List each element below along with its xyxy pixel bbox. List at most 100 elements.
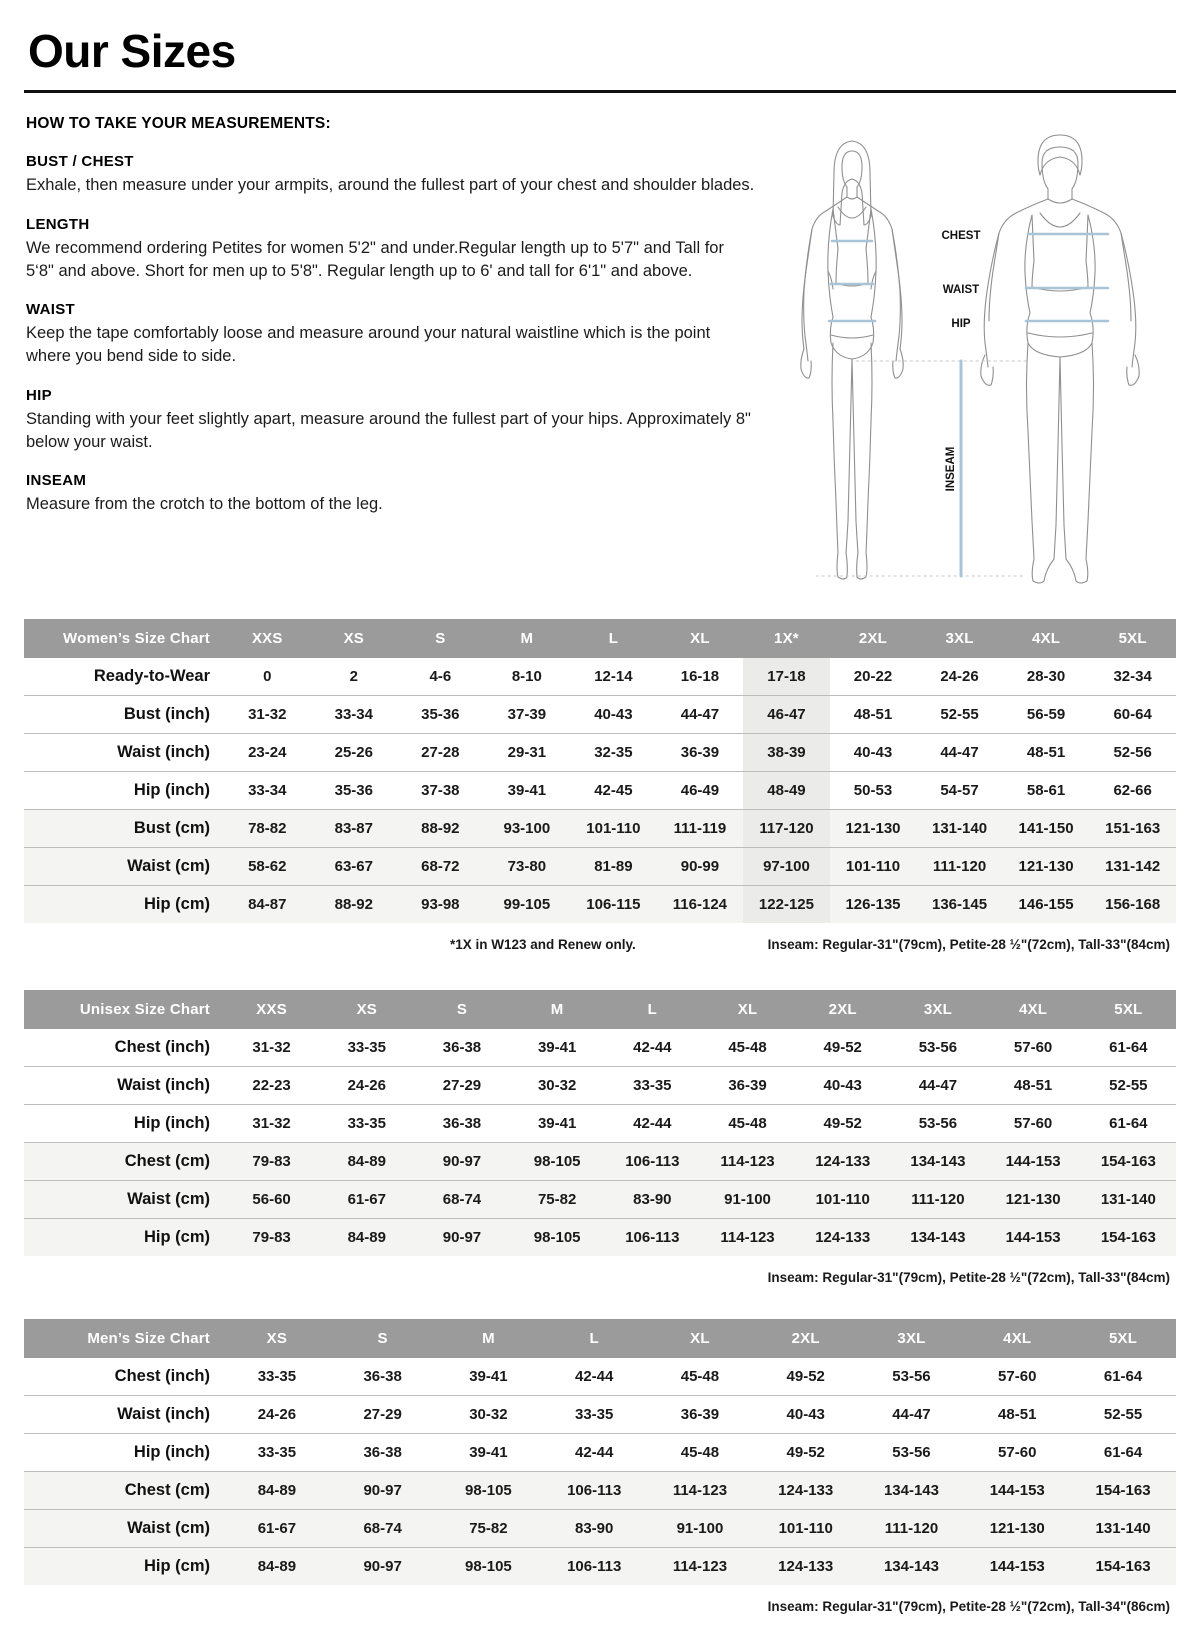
table-header-row: Women’s Size Chart XXS XS S M L XL 1X* 2XL 3XL 4XL… xyxy=(24,619,1176,658)
table-cell: 61-67 xyxy=(224,1509,330,1548)
table-cell: 42-44 xyxy=(541,1358,648,1396)
column-header-4xl: 4XL xyxy=(964,1319,1071,1358)
table-cell: 44-47 xyxy=(656,695,744,734)
column-header-m: M xyxy=(509,990,605,1029)
table-cell: 68-74 xyxy=(414,1180,510,1219)
section-heading: BUST / CHEST xyxy=(26,153,134,170)
table-cell: 44-47 xyxy=(916,733,1003,772)
table-cell: 101-110 xyxy=(570,809,657,848)
row-label: Bust (inch) xyxy=(24,695,224,734)
table-cell: 134-143 xyxy=(858,1547,965,1585)
table-cell: 90-97 xyxy=(329,1547,436,1585)
table-cell: 40-43 xyxy=(795,1066,891,1105)
table-cell: 84-89 xyxy=(319,1142,415,1181)
inseam-guide-lines xyxy=(815,360,1027,577)
column-header-s: S xyxy=(329,1319,436,1358)
table-cell: 54-57 xyxy=(916,771,1003,810)
measure-section-hip: HIP Standing with your feet slightly apa… xyxy=(26,387,776,454)
table-header-row: Unisex Size Chart XXS XS S M L XL 2XL 3XL 4XL 5XL xyxy=(24,990,1176,1029)
column-header-l: L xyxy=(604,990,700,1029)
table-cell: 111-120 xyxy=(858,1509,965,1548)
table-cell: 97-100 xyxy=(743,847,830,886)
row-label: Waist (cm) xyxy=(24,1180,224,1219)
table-cell: 29-31 xyxy=(483,733,571,772)
female-body-outline xyxy=(800,140,904,580)
column-header-4xl: 4XL xyxy=(985,990,1081,1029)
table-cell: 136-145 xyxy=(916,885,1003,923)
table-cell: 151-163 xyxy=(1089,809,1176,848)
table-row: Chest (inch) 33-35 36-38 39-41 42-44 45-48 49-… xyxy=(24,1358,1176,1396)
table-cell: 101-110 xyxy=(752,1509,859,1548)
table-cell: 131-140 xyxy=(1080,1180,1176,1219)
table-cell: 49-52 xyxy=(795,1029,891,1067)
row-label: Hip (inch) xyxy=(24,1433,224,1472)
column-header-xl: XL xyxy=(656,619,744,658)
footnote-1x-note: *1X in W123 and Renew only. xyxy=(450,937,636,952)
unisex-size-chart-table: Unisex Size Chart XXS XS S M L XL 2XL 3XL 4XL 5XL … xyxy=(24,990,1176,1256)
measure-section-bust: BUST / CHEST Exhale, then measure under … xyxy=(26,153,776,197)
column-header-xxs: XXS xyxy=(224,619,311,658)
table-cell: 146-155 xyxy=(1002,885,1090,923)
table-cell: 131-140 xyxy=(1070,1509,1176,1548)
table-cell: 144-153 xyxy=(964,1547,1071,1585)
page-title: Our Sizes xyxy=(28,25,236,77)
table-cell: 42-45 xyxy=(570,771,657,810)
table-cell: 114-123 xyxy=(647,1547,753,1585)
table-cell: 121-130 xyxy=(829,809,917,848)
table-cell: 144-153 xyxy=(985,1142,1081,1181)
column-header-5xl: 5XL xyxy=(1080,990,1176,1029)
table-cell: 36-39 xyxy=(647,1395,753,1434)
table-cell: 33-35 xyxy=(319,1104,415,1143)
table-cell: 114-123 xyxy=(699,1218,796,1256)
table-cell: 36-39 xyxy=(656,733,744,772)
table-cell: 61-64 xyxy=(1070,1358,1176,1396)
column-header-2xl: 2XL xyxy=(752,1319,859,1358)
table-cell: 111-120 xyxy=(890,1180,986,1219)
table-cell: 27-29 xyxy=(329,1395,436,1434)
table-cell: 52-55 xyxy=(916,695,1003,734)
column-header-xxs: XXS xyxy=(224,990,320,1029)
table-cell: 45-48 xyxy=(647,1358,753,1396)
table-cell: 121-130 xyxy=(1002,847,1090,886)
table-cell: 40-43 xyxy=(570,695,657,734)
table-cell: 49-52 xyxy=(752,1358,859,1396)
column-header-l: L xyxy=(570,619,657,658)
table-cell: 12-14 xyxy=(570,658,657,696)
table-cell: 79-83 xyxy=(224,1142,320,1181)
column-header-1x: 1X* xyxy=(743,619,830,658)
table-cell: 31-32 xyxy=(224,1104,320,1143)
measure-section-waist: WAIST Keep the tape comfortably loose an… xyxy=(26,301,776,368)
table-cell: 16-18 xyxy=(656,658,744,696)
table-cell: 53-56 xyxy=(890,1029,986,1067)
column-header-xl: XL xyxy=(647,1319,753,1358)
table-cell: 83-87 xyxy=(310,809,398,848)
table-cell: 39-41 xyxy=(435,1433,542,1472)
table-cell: 124-133 xyxy=(795,1142,891,1181)
table-cell: 57-60 xyxy=(964,1358,1071,1396)
table-cell: 44-47 xyxy=(890,1066,986,1105)
table-cell: 39-41 xyxy=(435,1358,542,1396)
table-cell: 28-30 xyxy=(1002,658,1090,696)
column-header-xl: XL xyxy=(699,990,796,1029)
table-cell: 33-35 xyxy=(224,1433,330,1472)
table-cell: 84-89 xyxy=(224,1547,330,1585)
inseam-label: INSEAM xyxy=(945,447,957,492)
table-cell: 79-83 xyxy=(224,1218,320,1256)
mens-chart-title: Men’s Size Chart xyxy=(24,1319,224,1358)
table-cell: 126-135 xyxy=(829,885,917,923)
row-label: Chest (cm) xyxy=(24,1142,224,1181)
table-cell: 154-163 xyxy=(1080,1218,1176,1256)
table-cell: 58-61 xyxy=(1002,771,1090,810)
section-body: Measure from the crotch to the bottom of… xyxy=(26,495,383,514)
table-cell: 114-123 xyxy=(699,1142,796,1181)
table-cell: 124-133 xyxy=(752,1547,859,1585)
table-row: Waist (cm) 58-62 63-67 68-72 73-80 81-89 90-99… xyxy=(24,847,1176,886)
table-cell: 122-125 xyxy=(743,885,830,923)
table-cell: 111-119 xyxy=(656,809,744,848)
mens-size-chart-block: Men’s Size Chart XS S M L XL 2XL 3XL 4XL 5XL Ches… xyxy=(24,1319,1176,1614)
table-cell: 0 xyxy=(224,658,311,696)
row-label: Chest (inch) xyxy=(24,1029,224,1067)
table-cell: 84-87 xyxy=(224,885,311,923)
table-cell: 99-105 xyxy=(483,885,571,923)
column-header-xs: XS xyxy=(310,619,398,658)
